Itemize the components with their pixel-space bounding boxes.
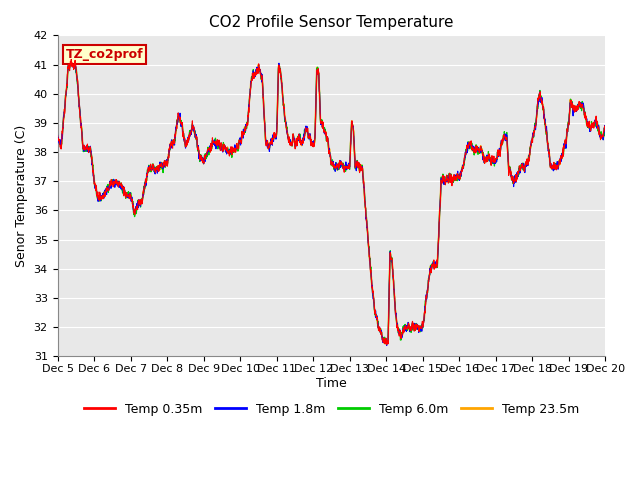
Temp 0.35m: [602, 124, 609, 130]
Temp 1.8m: [586, 127, 594, 133]
Temp 0.35m: [586, 125, 594, 131]
Temp 1.8m: [321, 130, 328, 136]
Temp 1.8m: [82, 144, 90, 150]
Temp 0.35m: [486, 152, 493, 158]
Temp 23.5m: [383, 341, 390, 347]
Temp 23.5m: [321, 126, 328, 132]
Temp 23.5m: [68, 60, 76, 65]
Temp 1.8m: [586, 129, 594, 134]
Legend: Temp 0.35m, Temp 1.8m, Temp 6.0m, Temp 23.5m: Temp 0.35m, Temp 1.8m, Temp 6.0m, Temp 2…: [79, 398, 584, 420]
Temp 23.5m: [54, 132, 61, 138]
Title: CO2 Profile Sensor Temperature: CO2 Profile Sensor Temperature: [209, 15, 454, 30]
Temp 0.35m: [306, 132, 314, 137]
Line: Temp 0.35m: Temp 0.35m: [58, 60, 605, 345]
Temp 23.5m: [602, 128, 609, 133]
Temp 0.35m: [82, 145, 90, 151]
Temp 1.8m: [383, 343, 390, 348]
Temp 6.0m: [67, 59, 74, 64]
Temp 6.0m: [306, 132, 314, 137]
Line: Temp 23.5m: Temp 23.5m: [58, 62, 605, 344]
Temp 6.0m: [82, 147, 90, 153]
Temp 6.0m: [602, 125, 609, 131]
Temp 0.35m: [383, 342, 390, 348]
Temp 1.8m: [306, 132, 314, 138]
Temp 0.35m: [586, 123, 594, 129]
X-axis label: Time: Time: [316, 377, 347, 390]
Text: TZ_co2prof: TZ_co2prof: [66, 48, 143, 61]
Line: Temp 6.0m: Temp 6.0m: [58, 61, 605, 344]
Temp 0.35m: [54, 132, 61, 138]
Line: Temp 1.8m: Temp 1.8m: [58, 60, 605, 346]
Temp 0.35m: [321, 127, 328, 132]
Temp 6.0m: [586, 126, 594, 132]
Temp 6.0m: [321, 128, 328, 133]
Temp 23.5m: [486, 155, 493, 160]
Temp 23.5m: [586, 127, 594, 132]
Temp 6.0m: [54, 134, 61, 140]
Temp 1.8m: [602, 123, 609, 129]
Temp 23.5m: [586, 124, 594, 130]
Temp 1.8m: [54, 132, 61, 137]
Temp 0.35m: [67, 57, 75, 62]
Temp 1.8m: [486, 155, 493, 160]
Y-axis label: Senor Temperature (C): Senor Temperature (C): [15, 125, 28, 267]
Temp 23.5m: [82, 146, 90, 152]
Temp 1.8m: [67, 58, 74, 63]
Temp 23.5m: [306, 132, 314, 138]
Temp 6.0m: [486, 157, 493, 163]
Temp 6.0m: [586, 124, 594, 130]
Temp 6.0m: [381, 341, 389, 347]
